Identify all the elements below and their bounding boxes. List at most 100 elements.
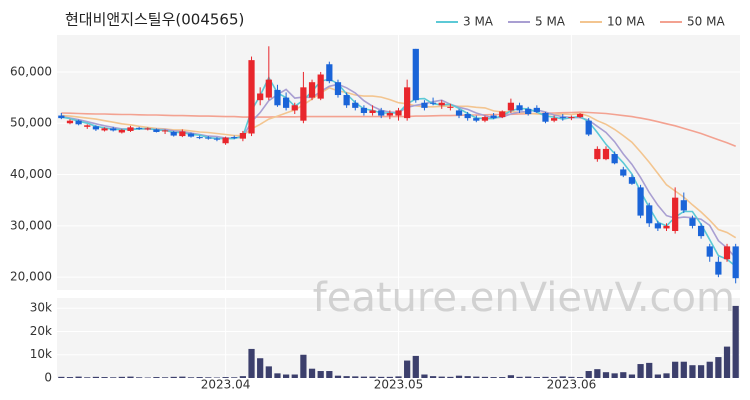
candle-body (326, 64, 333, 82)
volume-bar (161, 377, 169, 378)
candle-body (66, 120, 74, 124)
x-tick-label: 2023.04 (201, 378, 251, 392)
candle-body (533, 107, 540, 112)
volume-bar (697, 365, 705, 378)
volume-bar (179, 376, 186, 378)
candle-body (585, 120, 592, 135)
candle-body (274, 89, 281, 106)
candle-body (663, 225, 670, 229)
candle-body (490, 115, 497, 119)
candle-body (265, 79, 272, 98)
volume-bar (620, 372, 627, 378)
volume-bar (473, 376, 480, 378)
volume-bar (291, 374, 298, 378)
candle-body (395, 110, 402, 116)
volume-bar (92, 376, 100, 378)
candle-body (101, 128, 108, 131)
volume-bar (455, 375, 463, 378)
volume-bar (196, 377, 203, 378)
candle-body (473, 118, 480, 121)
volume-bar (127, 376, 134, 378)
candle-body (611, 154, 618, 164)
volume-bar (585, 371, 592, 378)
candle-body (568, 117, 575, 119)
volume-bar (300, 354, 307, 378)
y-tick-label: 60,000 (10, 64, 52, 78)
candle-body (282, 97, 290, 108)
legend-label: 50 MA (687, 15, 725, 29)
candle-body (499, 111, 506, 118)
candle-body (455, 110, 463, 116)
candle-body (239, 132, 246, 139)
volume-bar (732, 305, 739, 378)
volume-bar (594, 369, 601, 378)
candle-body (300, 87, 307, 121)
candle-body (637, 187, 644, 216)
candle-body (196, 137, 203, 139)
candle-body (118, 129, 125, 133)
candle-body (507, 102, 515, 111)
candle-body (481, 117, 489, 121)
candle-body (412, 48, 419, 101)
candle-body (343, 95, 350, 106)
candle-body (602, 148, 610, 160)
volume-bar (352, 376, 359, 378)
candle-body (179, 131, 186, 137)
candle-body (378, 110, 385, 116)
candle-body (654, 223, 661, 229)
candle-body (127, 127, 134, 131)
volume-bar (257, 358, 264, 378)
volume-bar (395, 376, 402, 378)
candle-body (689, 218, 696, 226)
volume-bar (723, 346, 731, 378)
volume-bar (438, 376, 445, 378)
volume-bar (360, 376, 368, 378)
volume-bar (516, 376, 523, 378)
volume-bar (447, 376, 454, 378)
volume-bar (326, 371, 333, 378)
volume-bar (525, 376, 532, 378)
candle-body (352, 102, 359, 108)
volume-bar (706, 361, 713, 378)
candle-body (438, 102, 445, 106)
candle-body (551, 118, 558, 121)
candle-body (110, 128, 117, 131)
volume-bar (680, 361, 687, 378)
candle-body (92, 126, 100, 130)
y-tick-label: 40,000 (10, 167, 52, 181)
volume-bar (110, 377, 117, 378)
x-tick-label: 2023.05 (374, 378, 424, 392)
volume-bar (101, 377, 108, 378)
volume-bar (715, 357, 722, 378)
volume-bar (429, 376, 437, 378)
candle-body (542, 112, 549, 122)
candle-body (723, 246, 731, 260)
volume-bar (118, 376, 125, 378)
y-tick-label: 50,000 (10, 116, 52, 130)
volume-bar (490, 377, 497, 378)
candle-body (620, 169, 627, 176)
volume-bar (481, 376, 489, 378)
volume-bar (611, 373, 618, 378)
volume-bar (421, 374, 428, 378)
volume-bar (66, 377, 74, 378)
candle-body (84, 125, 91, 127)
volume-bar (568, 376, 575, 378)
candle-body (248, 60, 255, 134)
volume-bar (559, 376, 566, 378)
candle-body (161, 130, 169, 132)
candle-body (646, 205, 653, 224)
volume-bar (187, 377, 195, 378)
volume-bar (654, 374, 661, 378)
candle-body (136, 127, 143, 129)
volume-bar (551, 377, 558, 378)
y-tick-label: 0 (44, 371, 52, 385)
volume-bar (248, 348, 255, 378)
y-tick-label: 30k (30, 301, 52, 315)
candle-body (516, 105, 523, 111)
candle-body (559, 117, 566, 119)
candle-body (75, 120, 82, 125)
volume-bar (231, 377, 238, 378)
legend: 3 MA 5 MA 10 MA 50 MA (436, 15, 725, 29)
